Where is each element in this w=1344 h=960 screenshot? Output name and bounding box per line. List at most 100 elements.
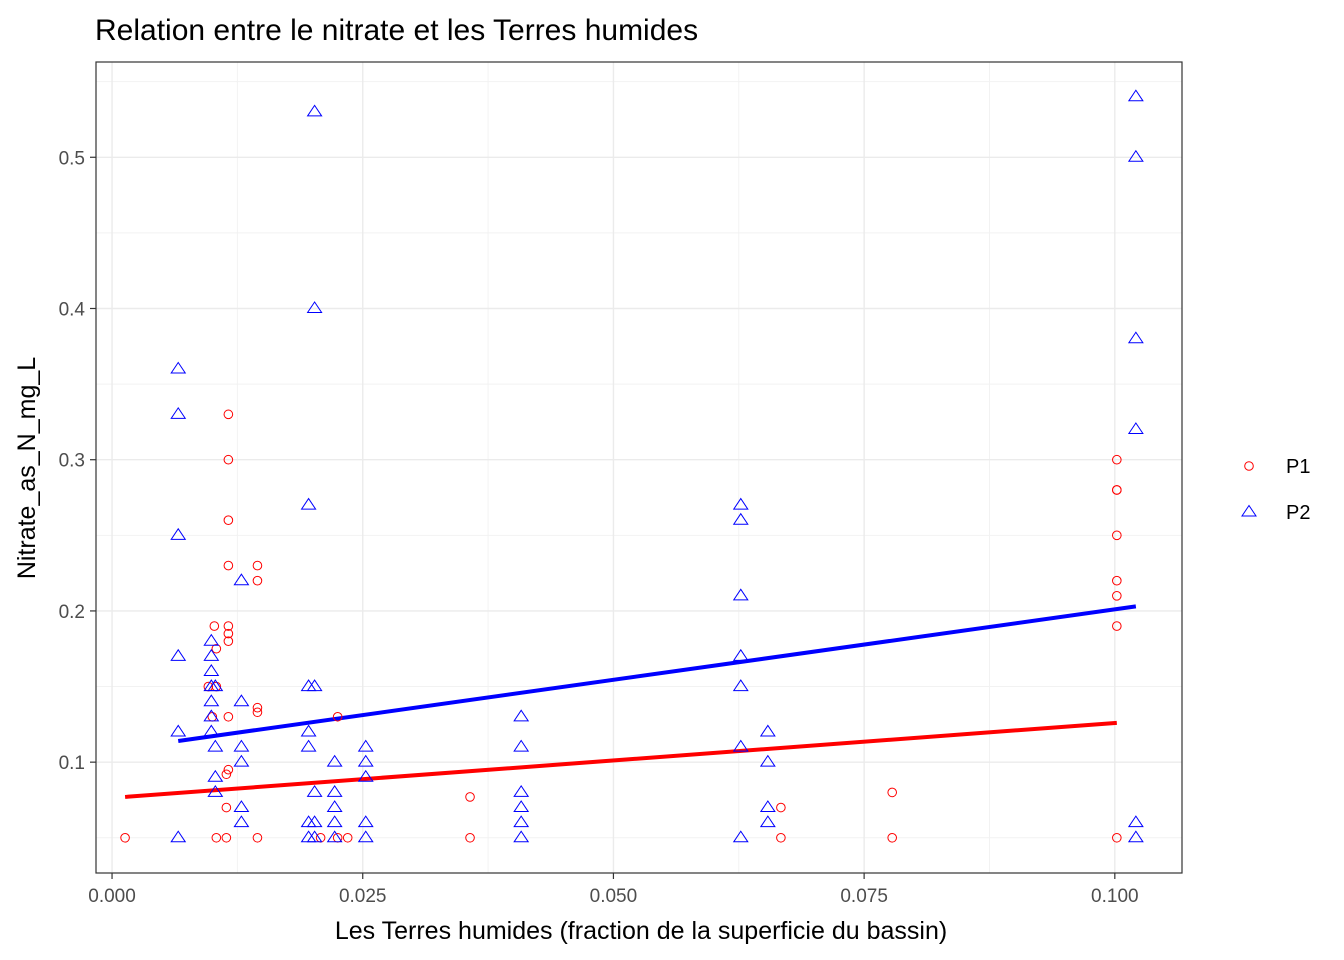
point-p2 xyxy=(170,648,187,661)
point-p2 xyxy=(203,633,220,646)
point-p2 xyxy=(203,724,220,737)
point-p2 xyxy=(326,800,343,813)
trend-line-p2 xyxy=(177,604,1137,743)
point-p1 xyxy=(252,707,263,718)
point-p2 xyxy=(732,497,749,510)
point-p2 xyxy=(513,830,530,843)
point-p1 xyxy=(252,832,263,843)
data-points xyxy=(120,89,1144,843)
x-tick-label: 0.000 xyxy=(88,886,136,907)
point-p1 xyxy=(1112,591,1122,601)
point-p1 xyxy=(1112,454,1122,465)
point-p2 xyxy=(1127,815,1144,828)
point-p1 xyxy=(332,711,343,722)
point-p2 xyxy=(732,679,749,692)
point-p1 xyxy=(465,832,475,843)
point-p1 xyxy=(223,454,234,465)
trend-lines xyxy=(124,604,1137,799)
point-p1 xyxy=(223,711,234,722)
point-p2 xyxy=(233,754,250,767)
point-p2 xyxy=(306,784,323,797)
point-p2 xyxy=(513,784,530,797)
point-p2 xyxy=(233,573,250,586)
point-p2 xyxy=(207,769,224,782)
point-p2 xyxy=(326,815,343,828)
point-p1 xyxy=(221,769,232,780)
point-p2 xyxy=(513,709,530,722)
point-p1 xyxy=(209,621,220,631)
point-p1 xyxy=(887,787,897,798)
y-tick-label: 0.1 xyxy=(59,753,85,774)
point-p2 xyxy=(513,739,530,752)
point-p2 xyxy=(732,739,749,752)
point-p2 xyxy=(233,694,250,707)
point-p2 xyxy=(357,815,374,828)
point-p1 xyxy=(223,515,234,526)
point-p2 xyxy=(326,784,343,797)
x-axis-title: Les Terres humides (fraction de la super… xyxy=(335,917,947,945)
point-p2 xyxy=(170,830,187,843)
trend-line-p1 xyxy=(124,720,1117,799)
point-p2 xyxy=(357,830,374,843)
point-p2 xyxy=(207,739,224,752)
point-p1 xyxy=(252,560,263,571)
point-p2 xyxy=(207,679,224,692)
y-tick-label: 0.4 xyxy=(59,299,86,320)
point-p2 xyxy=(233,815,250,828)
point-p1 xyxy=(1112,485,1122,495)
point-p2 xyxy=(233,800,250,813)
point-p2 xyxy=(300,724,317,737)
point-p1 xyxy=(465,792,475,802)
point-p2 xyxy=(170,527,187,540)
grid-lines xyxy=(96,62,1182,873)
point-p2 xyxy=(513,815,530,828)
point-p2 xyxy=(1127,149,1144,162)
y-tick-label: 0.3 xyxy=(59,451,85,472)
point-p1 xyxy=(223,560,234,571)
point-p1 xyxy=(342,832,353,843)
point-p1 xyxy=(223,636,234,646)
y-tick-label: 0.2 xyxy=(59,602,85,623)
legend-key-p2 xyxy=(1241,504,1257,517)
point-p2 xyxy=(170,361,187,374)
point-p2 xyxy=(732,588,749,601)
point-p2 xyxy=(1127,89,1144,102)
point-p2 xyxy=(759,800,776,813)
point-p2 xyxy=(326,754,343,767)
point-p1 xyxy=(223,628,234,639)
point-p2 xyxy=(170,724,187,737)
x-tick-label: 0.025 xyxy=(339,886,387,907)
point-p1 xyxy=(1112,832,1122,843)
point-p2 xyxy=(306,815,323,828)
legend-label-p2: P2 xyxy=(1286,502,1310,524)
legend-label-p1: P1 xyxy=(1286,456,1310,478)
legend-key-p1 xyxy=(1244,461,1254,471)
point-p2 xyxy=(357,754,374,767)
point-p2 xyxy=(203,694,220,707)
point-p2 xyxy=(513,800,530,813)
point-p2 xyxy=(357,739,374,752)
point-p2 xyxy=(306,104,323,117)
point-p2 xyxy=(306,301,323,314)
point-p2 xyxy=(203,709,220,722)
point-p2 xyxy=(203,664,220,676)
x-tick-label: 0.075 xyxy=(840,886,888,907)
point-p1 xyxy=(776,802,786,813)
point-p1 xyxy=(221,832,232,843)
point-p2 xyxy=(732,648,749,661)
point-p1 xyxy=(252,575,263,586)
point-p1 xyxy=(887,832,897,843)
x-tick-label: 0.050 xyxy=(590,886,638,907)
point-p1 xyxy=(211,832,222,843)
point-p2 xyxy=(300,497,317,510)
point-p2 xyxy=(306,830,323,843)
point-p2 xyxy=(233,739,250,752)
legend: P1 P2 xyxy=(1241,456,1310,524)
point-p1 xyxy=(1112,530,1122,541)
point-p2 xyxy=(1127,830,1144,843)
point-p1 xyxy=(120,832,130,843)
point-p1 xyxy=(223,764,234,775)
point-p1 xyxy=(211,643,222,654)
axes: 0.000 0.025 0.050 0.075 0.100 0.1 0.2 0.3 0.4 0.5 xyxy=(59,148,1139,907)
